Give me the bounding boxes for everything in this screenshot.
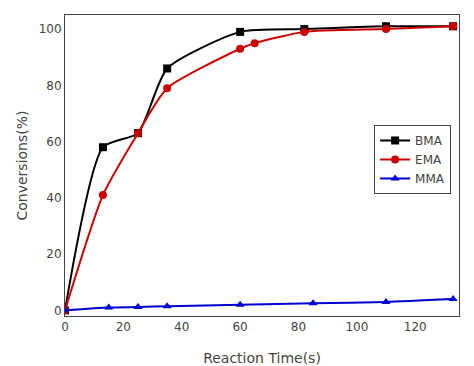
svg-text:Reaction Time(s): Reaction Time(s) — [203, 350, 321, 366]
svg-text:EMA: EMA — [415, 153, 442, 167]
svg-text:60: 60 — [232, 320, 247, 334]
svg-text:40: 40 — [46, 191, 61, 205]
svg-text:MMA: MMA — [415, 172, 445, 186]
svg-text:80: 80 — [46, 79, 61, 93]
svg-text:BMA: BMA — [415, 134, 443, 148]
svg-text:60: 60 — [46, 135, 61, 149]
svg-text:40: 40 — [174, 320, 189, 334]
svg-text:0: 0 — [54, 304, 62, 318]
svg-text:120: 120 — [404, 320, 427, 334]
svg-text:100: 100 — [39, 22, 62, 36]
svg-text:100: 100 — [345, 320, 368, 334]
svg-text:20: 20 — [116, 320, 131, 334]
svg-text:0: 0 — [61, 320, 69, 334]
svg-text:80: 80 — [291, 320, 306, 334]
svg-text:20: 20 — [46, 247, 61, 261]
svg-text:Conversions(%): Conversions(%) — [14, 110, 30, 220]
